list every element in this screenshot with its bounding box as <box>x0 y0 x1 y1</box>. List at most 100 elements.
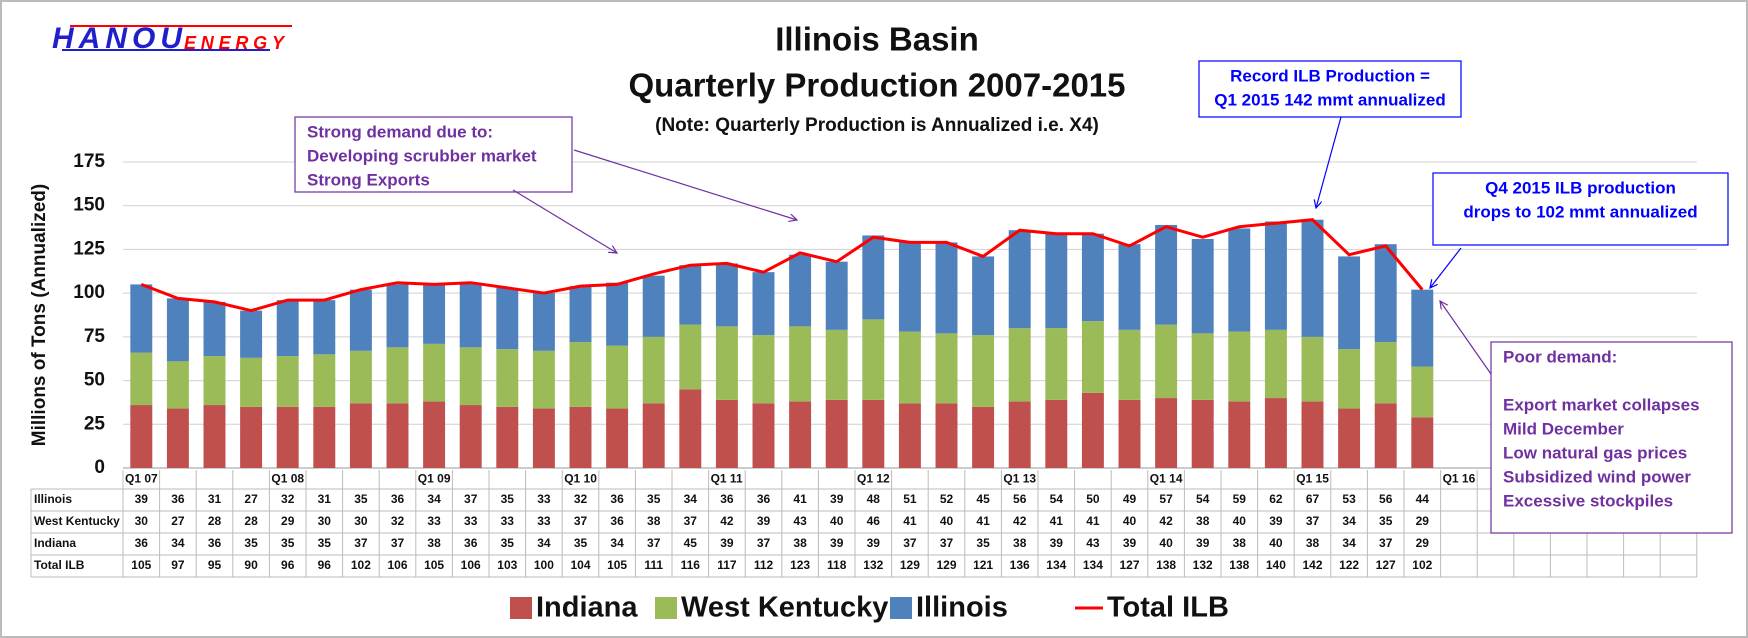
legend-swatch <box>655 597 677 619</box>
table-cell: 39 <box>867 536 881 550</box>
annotation-box <box>1198 60 1462 118</box>
annotation-arrow <box>573 149 797 220</box>
table-cell: 35 <box>574 536 588 550</box>
bar-segment <box>1081 321 1104 393</box>
table-cell: 105 <box>131 558 151 572</box>
table-cell: 27 <box>244 492 258 506</box>
bar-segment <box>679 324 702 390</box>
table-cell: 142 <box>1302 558 1322 572</box>
bar-segment <box>1155 398 1178 468</box>
table-cell: 34 <box>684 492 698 506</box>
bar-segment <box>1228 331 1251 402</box>
bar-segment <box>898 331 921 404</box>
table-cell: 43 <box>793 514 807 528</box>
table-cell: 40 <box>1269 536 1283 550</box>
table-cell: 39 <box>135 492 149 506</box>
table-cell: 41 <box>1050 514 1064 528</box>
x-tick-label: Q1 13 <box>1003 472 1036 486</box>
table-cell: 40 <box>830 514 844 528</box>
bar-segment <box>130 352 153 406</box>
bar-segment <box>166 408 189 468</box>
table-cell: 45 <box>976 492 990 506</box>
table-cell: 121 <box>973 558 993 572</box>
bar-segment <box>1008 401 1031 468</box>
table-cell: 56 <box>1379 492 1393 506</box>
bar-segment <box>898 242 921 332</box>
table-cell: 37 <box>903 536 917 550</box>
annotation-text: Strong Exports <box>307 170 430 189</box>
table-cell: 39 <box>1123 536 1137 550</box>
annotation-text: Record ILB Production = <box>1230 66 1430 85</box>
logo: HANOU ENERGY <box>52 22 292 55</box>
table-cell: 48 <box>867 492 881 506</box>
table-cell: 112 <box>754 558 774 572</box>
table-cell: 57 <box>1159 492 1173 506</box>
annotation-text: Low natural gas prices <box>1503 443 1687 462</box>
table-cell: 127 <box>1119 558 1139 572</box>
annotation-text: Subsidized wind power <box>1503 467 1691 486</box>
table-cell: 34 <box>610 536 624 550</box>
table-cell: 136 <box>1010 558 1030 572</box>
table-cell: 35 <box>501 536 515 550</box>
table-cell: 40 <box>940 514 954 528</box>
bar-segment <box>1301 336 1324 402</box>
table-cell: 41 <box>793 492 807 506</box>
table-row-label: Illinois <box>34 492 72 506</box>
table-cell: 51 <box>903 492 917 506</box>
table-cell: 35 <box>244 536 258 550</box>
bar-segment <box>166 361 189 409</box>
table-cell: 37 <box>940 536 954 550</box>
bar-segment <box>240 406 263 468</box>
bar-segment <box>715 326 738 400</box>
bar-segment <box>276 356 299 407</box>
bar-segment <box>642 403 665 468</box>
table-cell: 44 <box>1416 492 1430 506</box>
annotation-text: Developing scrubber market <box>307 146 537 165</box>
bar-segment <box>203 301 226 357</box>
table-cell: 37 <box>757 536 771 550</box>
bar-segment <box>313 406 336 468</box>
table-cell: 41 <box>1086 514 1100 528</box>
bar-segment <box>1191 399 1214 468</box>
bar-segment <box>752 403 775 468</box>
table-cell: 129 <box>936 558 956 572</box>
bar-segment <box>313 300 336 355</box>
bar-segment <box>679 389 702 468</box>
bar-segment <box>1374 342 1397 404</box>
bar-segment <box>569 406 592 468</box>
bar-segment <box>349 403 372 468</box>
table-cell: 34 <box>537 536 551 550</box>
table-cell: 134 <box>1083 558 1103 572</box>
x-tick-label: Q1 07 <box>125 472 158 486</box>
x-tick-label: Q1 09 <box>418 472 451 486</box>
bar-segment <box>1155 224 1178 325</box>
bar-segment <box>459 282 482 348</box>
table-cell: 45 <box>684 536 698 550</box>
y-axis-label: Millions of Tons (Annualized) <box>29 184 50 446</box>
chart-note: (Note: Quarterly Production is Annualize… <box>655 115 1099 136</box>
table-cell: 104 <box>570 558 590 572</box>
chart-title: Illinois Basin <box>775 21 979 58</box>
table-cell: 140 <box>1266 558 1286 572</box>
annotation-box <box>1490 341 1733 534</box>
table-cell: 41 <box>976 514 990 528</box>
annotation-text: Mild December <box>1503 419 1624 438</box>
table-cell: 30 <box>354 514 368 528</box>
table-cell: 54 <box>1196 492 1210 506</box>
annotation-box <box>1432 172 1729 246</box>
bar-segment <box>496 406 519 468</box>
bar-segment <box>203 405 226 468</box>
bar-segment <box>862 235 885 320</box>
bar-segment <box>532 293 555 351</box>
bar-segment <box>825 261 848 330</box>
bar-segment <box>1374 244 1397 343</box>
y-tick-label: 0 <box>94 457 105 478</box>
table-cell: 37 <box>464 492 478 506</box>
bar-segment <box>679 265 702 325</box>
table-cell: 29 <box>281 514 295 528</box>
table-cell: 32 <box>574 492 588 506</box>
y-tick-label: 175 <box>73 151 105 172</box>
bar-segment <box>1338 256 1361 350</box>
table-cell: 46 <box>867 514 881 528</box>
